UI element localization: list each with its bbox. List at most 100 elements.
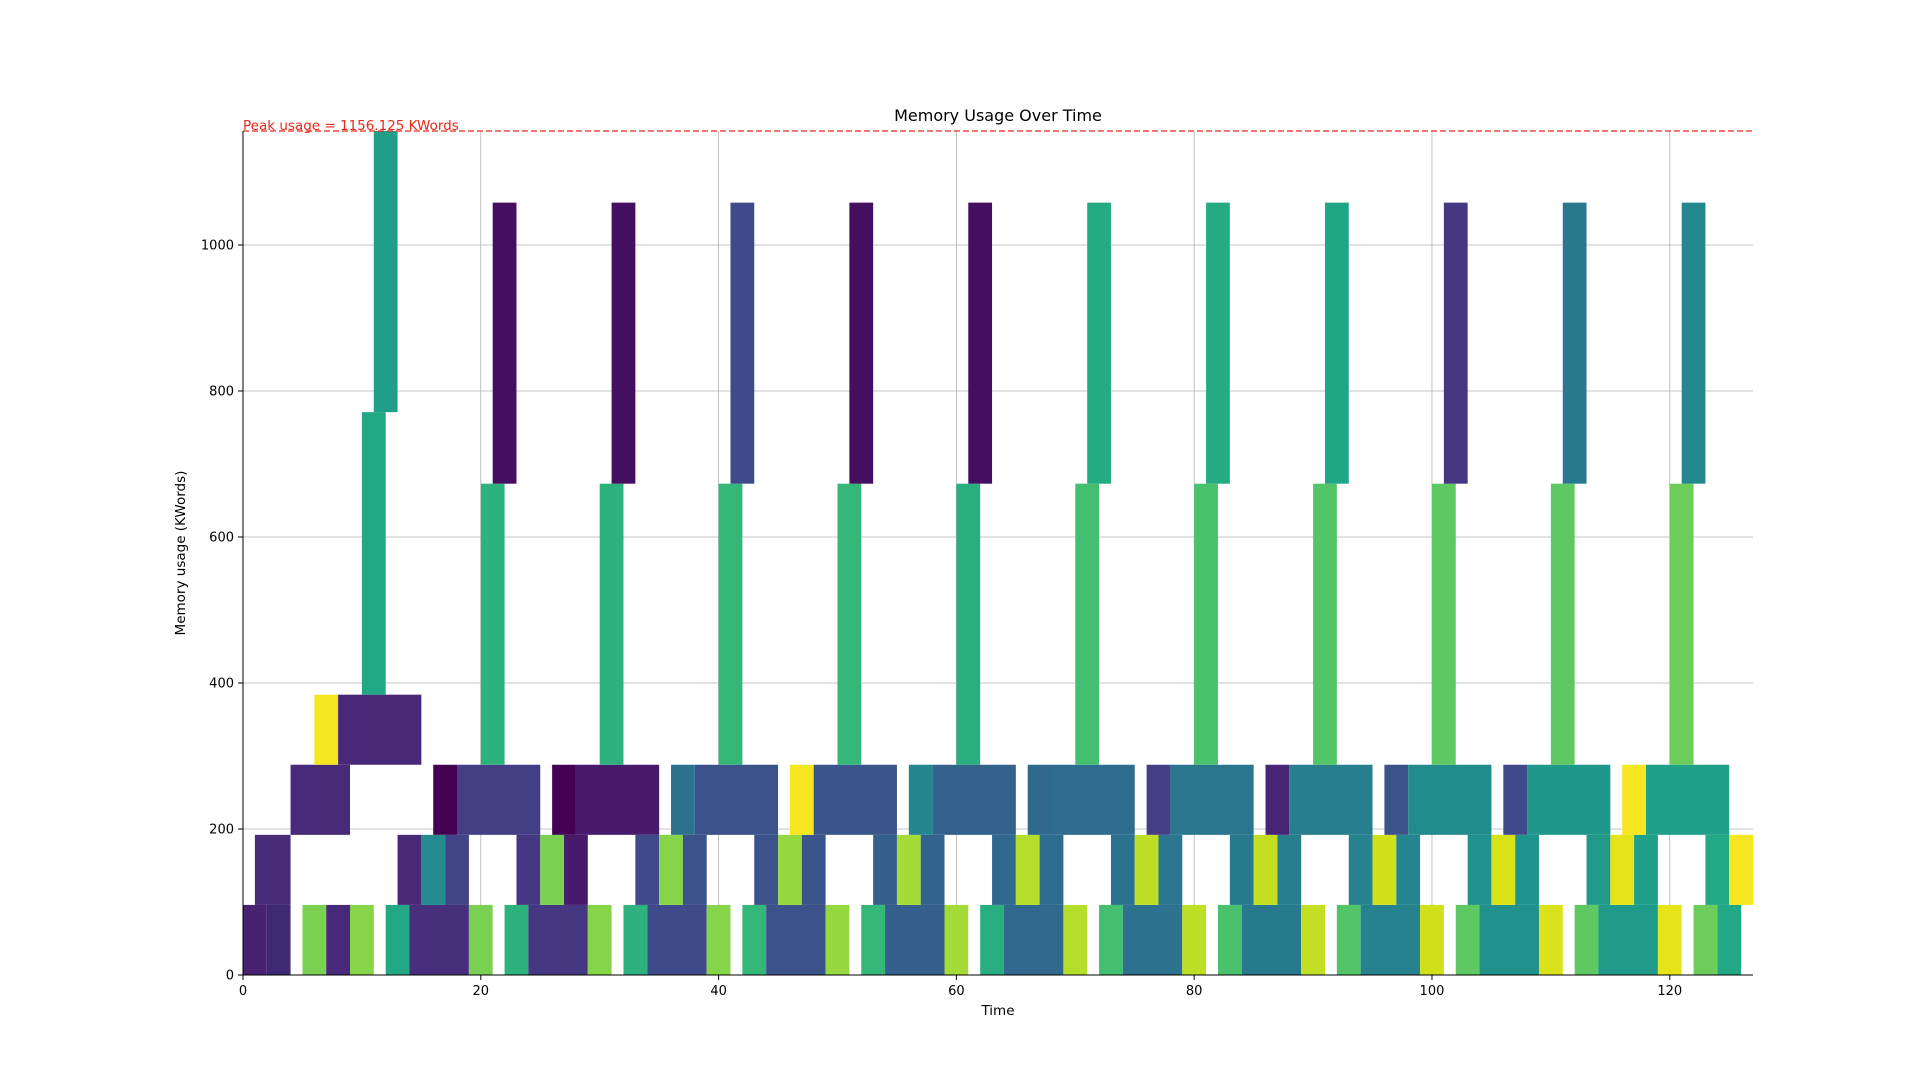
memory-block — [1634, 834, 1658, 905]
memory-block — [552, 764, 576, 835]
y-axis-label: Memory usage (KWords) — [173, 471, 189, 636]
memory-block — [1075, 483, 1100, 765]
memory-block — [1277, 834, 1302, 905]
x-tick-label: 120 — [1657, 984, 1682, 999]
memory-block — [1503, 764, 1528, 835]
memory-block — [1194, 483, 1218, 765]
memory-block — [718, 483, 743, 765]
memory-block — [1039, 834, 1064, 905]
memory-block — [445, 834, 469, 905]
memory-blocks — [243, 131, 1753, 975]
memory-block — [873, 834, 897, 905]
memory-block — [1657, 904, 1682, 975]
y-tick-label: 200 — [209, 822, 234, 837]
memory-block — [635, 834, 660, 905]
memory-block — [1146, 764, 1171, 835]
memory-block — [1027, 764, 1052, 835]
memory-block — [290, 764, 351, 835]
memory-block — [243, 904, 267, 975]
memory-block — [671, 764, 695, 835]
memory-block — [1705, 834, 1730, 905]
memory-block — [837, 483, 862, 765]
memory-block — [1669, 483, 1694, 765]
memory-block — [766, 904, 826, 975]
memory-block — [1693, 904, 1718, 975]
memory-block — [1229, 834, 1254, 905]
memory-block — [647, 904, 707, 975]
memory-block — [1253, 834, 1278, 905]
memory-block — [992, 834, 1016, 905]
memory-block — [1289, 764, 1373, 835]
memory-block — [1586, 834, 1611, 905]
memory-block — [1538, 904, 1563, 975]
y-tick-label: 0 — [226, 969, 234, 984]
x-tick-label: 80 — [1186, 984, 1203, 999]
memory-block — [1622, 764, 1646, 835]
memory-block — [944, 904, 969, 975]
memory-block — [528, 904, 588, 975]
memory-block — [1348, 834, 1373, 905]
memory-block — [1717, 904, 1742, 975]
memory-block — [587, 904, 612, 975]
memory-block — [1598, 904, 1658, 975]
memory-block — [1729, 834, 1753, 905]
memory-block — [540, 834, 565, 905]
memory-block — [314, 694, 339, 765]
memory-block — [1610, 834, 1635, 905]
memory-block — [682, 834, 707, 905]
memory-block — [956, 483, 981, 765]
memory-block — [361, 412, 386, 695]
memory-block — [825, 904, 850, 975]
memory-block — [1134, 834, 1159, 905]
x-tick-label: 20 — [473, 984, 490, 999]
memory-block — [1562, 202, 1587, 484]
memory-block — [742, 904, 767, 975]
memory-block — [397, 834, 422, 905]
memory-block — [694, 764, 779, 835]
memory-block — [1324, 202, 1349, 484]
memory-block — [1372, 834, 1397, 905]
memory-block — [504, 904, 529, 975]
memory-block — [1063, 904, 1088, 975]
memory-block — [480, 483, 505, 765]
x-axis-label: Time — [980, 1003, 1014, 1019]
memory-block — [326, 904, 351, 975]
memory-block — [373, 131, 398, 413]
memory-block — [1336, 904, 1361, 975]
memory-block — [1087, 202, 1111, 484]
memory-block — [1550, 483, 1575, 765]
axes: 0 20 40 60 80 100 120 0 200 400 600 800 1000 — [201, 131, 1753, 999]
memory-block — [564, 834, 588, 905]
y-tick-label: 600 — [209, 530, 234, 545]
memory-block — [611, 202, 636, 484]
memory-block — [254, 834, 291, 905]
memory-block — [1467, 834, 1492, 905]
memory-block — [1455, 904, 1480, 975]
memory-block — [1479, 904, 1539, 975]
memory-block — [980, 904, 1004, 975]
memory-block — [813, 764, 897, 835]
memory-block — [1681, 202, 1706, 484]
memory-block — [778, 834, 802, 905]
memory-block — [385, 904, 410, 975]
memory-block — [1206, 202, 1230, 484]
memory-block — [1099, 904, 1123, 975]
memory-block — [801, 834, 826, 905]
memory-block — [1122, 904, 1183, 975]
memory-block — [1431, 483, 1456, 765]
x-tick-label: 40 — [710, 984, 727, 999]
memory-block — [457, 764, 541, 835]
memory-block — [659, 834, 683, 905]
memory-block — [302, 904, 327, 975]
memory-block — [1645, 764, 1730, 835]
memory-block — [338, 694, 422, 765]
memory-block — [1182, 904, 1207, 975]
memory-block — [730, 202, 755, 484]
x-tick-label: 60 — [948, 984, 965, 999]
memory-block — [1443, 202, 1468, 484]
memory-block — [1515, 834, 1539, 905]
memory-block — [1408, 764, 1492, 835]
memory-block — [1396, 834, 1421, 905]
memory-block — [409, 904, 469, 975]
